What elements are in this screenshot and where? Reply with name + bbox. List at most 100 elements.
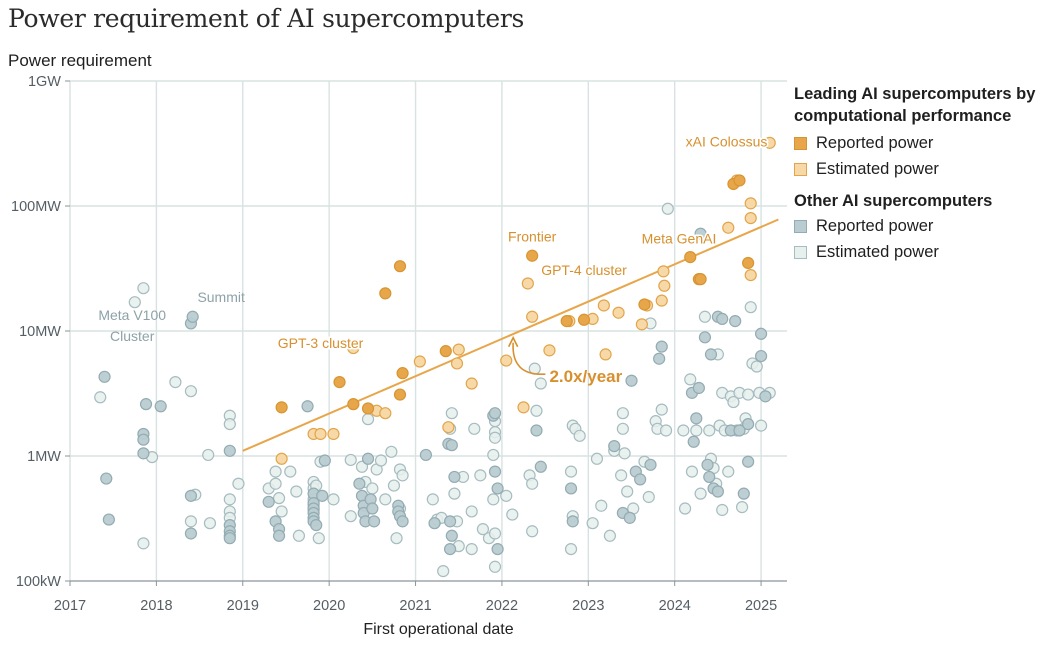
other-estimated-point	[742, 388, 755, 401]
other-estimated-point	[468, 422, 481, 435]
annotation-label: Meta V100	[98, 307, 166, 323]
leading-estimated-point	[612, 306, 625, 319]
other-reported-point	[704, 348, 718, 361]
other-reported-point	[419, 448, 433, 462]
x-tick-label: 2022	[486, 598, 518, 614]
other-reported-point	[653, 352, 666, 365]
other-estimated-point	[616, 407, 629, 420]
legend-item-other-estimated: Estimated power	[794, 239, 1049, 265]
other-estimated-point	[488, 560, 502, 573]
other-reported-point	[353, 477, 366, 490]
other-reported-point	[184, 489, 198, 502]
other-estimated-point	[272, 492, 286, 505]
chart-title: Power requirement of AI supercomputers	[8, 4, 525, 33]
y-tick-label: 100MW	[11, 199, 61, 215]
other-reported-point	[184, 527, 198, 540]
other-reported-point	[623, 511, 636, 524]
other-reported-point	[262, 495, 275, 508]
other-reported-point	[564, 482, 578, 495]
other-estimated-point	[616, 422, 629, 435]
other-estimated-point	[685, 465, 699, 478]
other-reported-point	[742, 417, 755, 431]
other-reported-point	[608, 440, 621, 453]
other-estimated-point	[448, 487, 461, 500]
legend-label: Reported power	[816, 133, 934, 152]
other-reported-point	[491, 482, 504, 495]
leading-estimated-point	[413, 355, 426, 368]
legend-label: Reported power	[816, 216, 934, 235]
other-estimated-point	[526, 525, 539, 538]
annotation-label: Summit	[197, 289, 245, 305]
other-estimated-point	[595, 499, 608, 512]
other-reported-point	[625, 374, 638, 387]
other-estimated-point	[500, 489, 513, 502]
leading-reported-point	[396, 367, 409, 380]
other-reported-point	[310, 519, 323, 532]
legend-item-leading-estimated: Estimated power	[794, 156, 1049, 182]
other-reported-point	[137, 433, 150, 446]
y-tick-label: 1GW	[28, 74, 61, 90]
leading-estimated-point	[314, 427, 327, 441]
other-reported-point	[690, 412, 703, 425]
y-tick-label: 10MW	[19, 324, 61, 340]
axes: 2017 2018 2019 2020 2021 2022 2023 2024 2025 100k…	[11, 74, 787, 638]
other-estimated-point	[437, 565, 450, 578]
legend-title-leading: Leading AI supercomputers by computation…	[794, 85, 1036, 125]
other-estimated-point	[677, 424, 690, 437]
other-estimated-point	[655, 403, 668, 416]
other-estimated-point	[290, 485, 303, 498]
other-reported-point	[711, 485, 724, 498]
other-estimated-point	[355, 460, 369, 473]
leading-reported-point	[742, 256, 755, 270]
other-reported-point	[139, 398, 153, 411]
other-estimated-point	[590, 452, 604, 465]
other-estimated-point	[292, 529, 306, 542]
x-tick-label: 2024	[659, 598, 691, 614]
other-reported-point	[754, 349, 768, 363]
other-reported-point	[443, 515, 457, 528]
other-reported-point	[102, 513, 115, 526]
other-reported-points	[98, 227, 772, 556]
other-estimated-point	[703, 424, 716, 437]
leading-estimated-point	[327, 427, 340, 441]
legend-item-leading-reported: Reported power	[794, 130, 1049, 156]
other-reported-point	[733, 424, 746, 437]
other-estimated-point	[184, 385, 198, 398]
leading-reported-point	[560, 315, 573, 328]
other-estimated-point	[269, 465, 282, 478]
other-estimated-point	[603, 529, 617, 542]
other-estimated-point	[184, 515, 198, 528]
other-estimated-point	[203, 517, 217, 530]
leading-estimated-point	[517, 401, 530, 414]
leading-estimated-point	[465, 377, 478, 390]
leading-estimated-point	[744, 197, 757, 210]
x-tick-label: 2017	[54, 598, 86, 614]
x-tick-label: 2021	[399, 598, 431, 614]
other-estimated-point	[744, 301, 757, 314]
other-estimated-point	[488, 527, 502, 540]
other-estimated-point	[474, 469, 487, 482]
leading-estimated-point	[347, 341, 360, 355]
other-estimated-point	[344, 453, 357, 467]
other-reported-point	[448, 470, 461, 484]
other-estimated-point	[621, 485, 634, 498]
other-estimated-point	[269, 477, 282, 490]
other-estimated-point	[750, 360, 763, 373]
other-estimated-point	[385, 445, 398, 458]
other-reported-point	[272, 529, 286, 542]
leading-estimated-point	[521, 277, 534, 290]
other-reported-point	[566, 515, 579, 528]
other-estimated-point	[94, 391, 107, 404]
x-tick-label: 2023	[572, 598, 604, 614]
other-reported-point	[100, 472, 113, 485]
x-axis-title: First operational date	[363, 621, 513, 638]
other-estimated-point	[426, 493, 439, 506]
other-reported-point	[687, 435, 700, 448]
other-estimated-point	[344, 510, 357, 523]
other-reported-point	[316, 489, 329, 502]
other-estimated-point	[678, 502, 692, 515]
other-estimated-point	[716, 503, 729, 517]
other-reported-point	[367, 515, 381, 528]
trend-arrowhead	[507, 335, 519, 348]
